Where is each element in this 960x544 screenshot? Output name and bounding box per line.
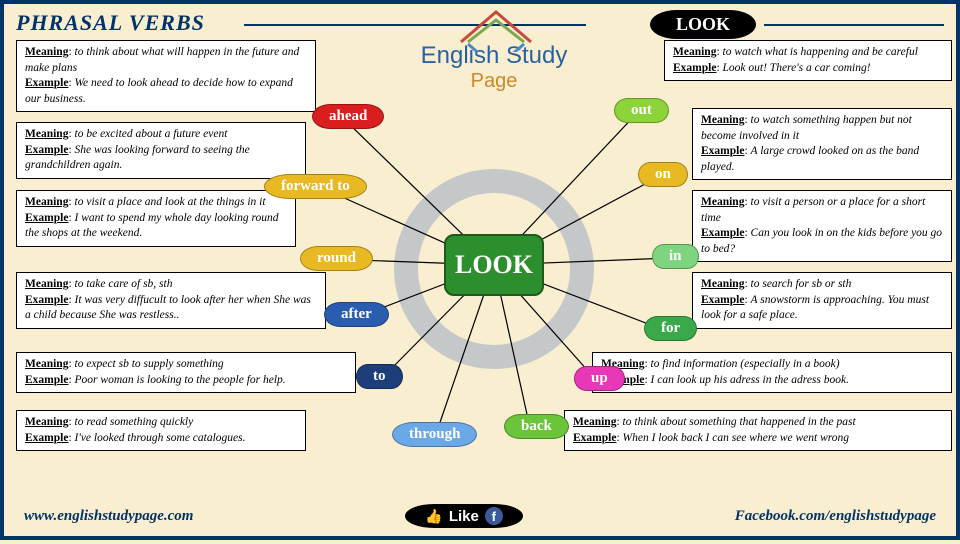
- pill-to: to: [356, 364, 403, 389]
- example-label: Example: [25, 144, 68, 156]
- card-back: Meaning: to think about something that h…: [564, 410, 952, 451]
- card-in: Meaning: to visit a person or a place fo…: [692, 190, 952, 262]
- example-label: Example: [25, 77, 68, 89]
- card-forward: Meaning: to be excited about a future ev…: [16, 122, 306, 179]
- pill-for: for: [644, 316, 697, 341]
- pill-out: out: [614, 98, 669, 123]
- rule-right: [764, 24, 944, 26]
- pill-on: on: [638, 162, 688, 187]
- example-label: Example: [25, 432, 68, 444]
- thumb-icon: 👍: [425, 508, 442, 525]
- facebook-icon: f: [485, 507, 503, 525]
- example-label: Example: [25, 212, 68, 224]
- example-label: Example: [673, 62, 716, 74]
- meaning-text: to watch what is happening and be carefu…: [723, 46, 918, 58]
- example-label: Example: [25, 294, 68, 306]
- meaning-label: Meaning: [25, 46, 68, 58]
- pill-ahead: ahead: [312, 104, 384, 129]
- example-text: It was very diffucult to look after her …: [25, 294, 311, 322]
- footer-url: www.englishstudypage.com: [24, 508, 193, 525]
- example-text: I've looked through some catalogues.: [75, 432, 246, 444]
- pill-up: up: [574, 366, 625, 391]
- logo-roof-icon: [456, 2, 536, 52]
- example-label: Example: [701, 227, 744, 239]
- example-text: Poor woman is looking to the people for …: [75, 374, 286, 386]
- center-verb: LOOK: [444, 234, 544, 296]
- card-round: Meaning: to visit a place and look at th…: [16, 190, 296, 247]
- meaning-text: to expect sb to supply something: [75, 358, 224, 370]
- meaning-text: to think about something that happened i…: [623, 416, 856, 428]
- example-text: Look out! There's a car coming!: [723, 62, 871, 74]
- example-label: Example: [701, 145, 744, 157]
- meaning-label: Meaning: [673, 46, 716, 58]
- pill-forward: forward to: [264, 174, 367, 199]
- footer-fb: Facebook.com/englishstudypage: [735, 508, 936, 525]
- meaning-label: Meaning: [573, 416, 616, 428]
- page-title: PHRASAL VERBS: [16, 10, 205, 36]
- meaning-label: Meaning: [701, 114, 744, 126]
- example-text: When I look back I can see where we went…: [623, 432, 850, 444]
- meaning-label: Meaning: [25, 278, 68, 290]
- card-for: Meaning: to search for sb or sthExample:…: [692, 272, 952, 329]
- meaning-label: Meaning: [25, 128, 68, 140]
- example-label: Example: [573, 432, 616, 444]
- meaning-text: to be excited about a future event: [75, 128, 228, 140]
- example-text: I can look up his adress in the adress b…: [651, 374, 849, 386]
- meaning-label: Meaning: [701, 278, 744, 290]
- card-through: Meaning: to read something quicklyExampl…: [16, 410, 306, 451]
- look-badge: LOOK: [650, 10, 756, 39]
- pill-through: through: [392, 422, 477, 447]
- logo-line2: Page: [471, 70, 518, 92]
- pill-round: round: [300, 246, 373, 271]
- meaning-text: to visit a place and look at the things …: [75, 196, 266, 208]
- card-out: Meaning: to watch what is happening and …: [664, 40, 952, 81]
- pill-after: after: [324, 302, 389, 327]
- meaning-label: Meaning: [25, 358, 68, 370]
- footer: www.englishstudypage.com 👍 Like f Facebo…: [4, 502, 956, 530]
- meaning-text: to take care of sb, sth: [75, 278, 173, 290]
- example-label: Example: [701, 294, 744, 306]
- card-to: Meaning: to expect sb to supply somethin…: [16, 352, 356, 393]
- card-up: Meaning: to find information (especially…: [592, 352, 952, 393]
- meaning-text: to find information (especially in a boo…: [651, 358, 840, 370]
- meaning-text: to search for sb or sth: [751, 278, 852, 290]
- meaning-label: Meaning: [25, 196, 68, 208]
- card-ahead: Meaning: to think about what will happen…: [16, 40, 316, 112]
- pill-in: in: [652, 244, 699, 269]
- meaning-text: to read something quickly: [75, 416, 194, 428]
- example-label: Example: [25, 374, 68, 386]
- like-label: Like: [449, 508, 479, 525]
- brand-logo: English Study Page: [384, 10, 604, 93]
- pill-back: back: [504, 414, 569, 439]
- meaning-label: Meaning: [701, 196, 744, 208]
- meaning-label: Meaning: [25, 416, 68, 428]
- card-on: Meaning: to watch something happen but n…: [692, 108, 952, 180]
- like-badge[interactable]: 👍 Like f: [405, 504, 522, 528]
- card-after: Meaning: to take care of sb, sthExample:…: [16, 272, 326, 329]
